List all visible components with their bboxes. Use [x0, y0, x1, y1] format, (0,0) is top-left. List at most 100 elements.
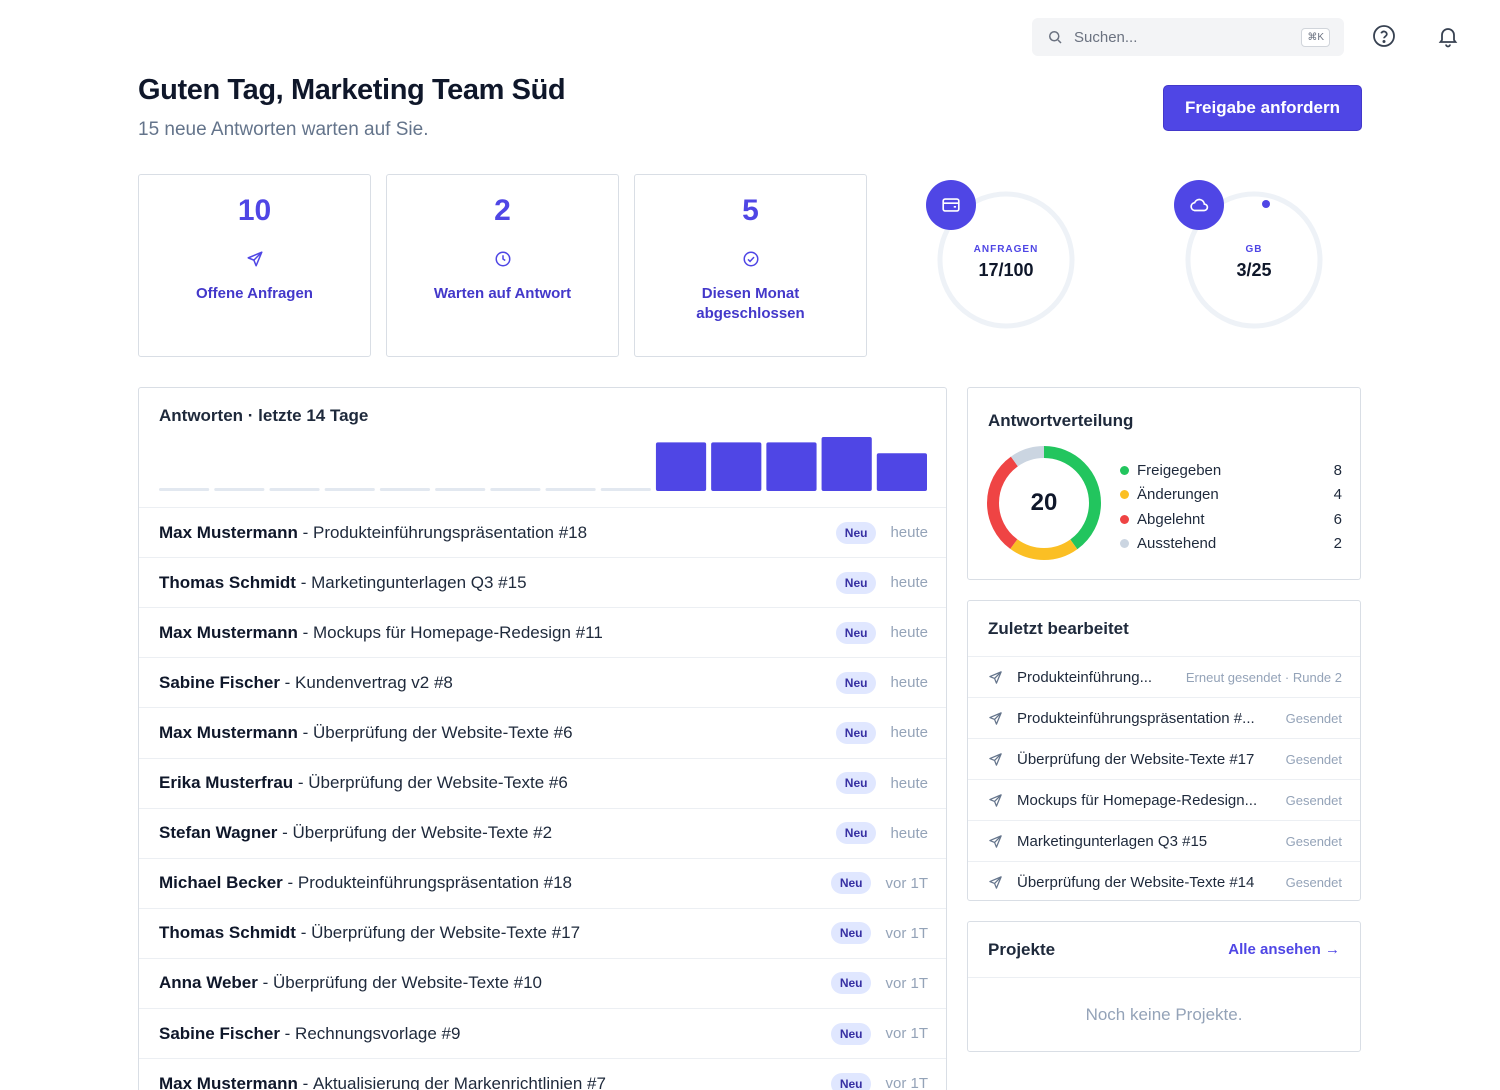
gauge-badge: [926, 180, 976, 230]
bell-icon[interactable]: [1436, 24, 1460, 48]
recent-item-status: Gesendet: [1285, 710, 1342, 726]
response-item: Überprüfung der Website-Texte #10: [272, 973, 542, 993]
response-item: Überprüfung der Website-Texte #2: [292, 823, 553, 843]
search-input[interactable]: [1074, 28, 1302, 46]
bar-8: [545, 488, 596, 491]
distribution-legend: Freigegeben 8 Änderungen 4 Abgelehnt 6 Aussteh…: [1120, 458, 1342, 556]
new-badge: Neu: [830, 872, 872, 895]
projects-empty-state: Noch keine Projekte.: [1085, 1005, 1243, 1024]
view-all-projects-link[interactable]: Alle ansehen →: [1228, 941, 1340, 958]
response-row[interactable]: Max Mustermann - Aktualisierung der Mark…: [139, 1058, 946, 1090]
new-badge: Neu: [835, 822, 877, 845]
paper-plane-icon: [247, 251, 262, 267]
recent-item[interactable]: Überprüfung der Website-Texte #17 Gesende…: [968, 738, 1360, 779]
response-time: heute: [890, 524, 928, 541]
new-badge: Neu: [835, 671, 877, 694]
search-bar[interactable]: ⌘K: [1032, 18, 1344, 56]
response-item: Rechnungsvorlage #9: [295, 1023, 461, 1043]
projects-title: Projekte: [988, 940, 1056, 959]
response-row[interactable]: Erika Musterfrau - Überprüfung der Websi…: [139, 757, 946, 808]
paper-plane-icon: [989, 752, 1002, 766]
distribution-panel: Antwortverteilung 20 Freigegeben 8 Änderun…: [967, 387, 1361, 580]
recent-item[interactable]: Produkteinführung... Erneut gesendet · Ru…: [968, 656, 1360, 697]
response-time: vor 1T: [885, 924, 928, 942]
recent-item[interactable]: Marketingunterlagen Q3 #15 Gesendet: [968, 820, 1360, 861]
response-time: heute: [890, 674, 928, 692]
page-subtitle: 15 neue Antworten warten auf Sie.: [138, 119, 429, 140]
stat-card-completed-this-month[interactable]: 5 Diesen Monat abgeschlossen: [634, 174, 867, 357]
stat-card-open-requests[interactable]: 10 Offene Anfragen: [138, 174, 371, 357]
response-row[interactable]: Michael Becker - Produkteinführungspräse…: [139, 857, 946, 908]
response-row[interactable]: Anna Weber - Überprüfung der Website-Tex…: [139, 957, 946, 1008]
gauge-requests: ANFRAGEN 17/100: [926, 180, 1086, 340]
recent-item-title: Überprüfung der Website-Texte #14: [1017, 873, 1255, 891]
legend-label: Abgelehnt: [1137, 510, 1205, 528]
paper-plane-icon: [989, 834, 1002, 848]
bar-3: [269, 488, 320, 491]
response-item: Überprüfung der Website-Texte #6: [312, 722, 573, 742]
gauge-marker-dot: [1262, 200, 1270, 208]
recent-item-title: Produkteinführungspräsentation #...: [1017, 709, 1255, 727]
response-item: Aktualisierung der Markenrichtlinien #7: [312, 1073, 606, 1090]
bar-2: [214, 488, 265, 491]
response-item: Überprüfung der Website-Texte #6: [308, 773, 568, 792]
response-row[interactable]: Max Mustermann - Überprüfung der Website…: [139, 707, 946, 757]
stat-card-awaiting-response[interactable]: 2 Warten auf Antwort: [386, 174, 619, 357]
clock-icon: [495, 251, 510, 267]
recent-item[interactable]: Produkteinführungspräsentation #... Gesen…: [968, 697, 1360, 738]
response-author: Michael Becker: [159, 873, 283, 893]
bar-10: [655, 442, 707, 491]
new-badge: Neu: [830, 922, 872, 945]
response-author: Max Mustermann: [159, 1073, 298, 1090]
stat-label: Diesen Monat abgeschlossen: [696, 285, 805, 322]
response-separator: -: [282, 873, 298, 893]
new-badge: Neu: [835, 721, 877, 744]
legend-item: Freigegeben 8: [1120, 458, 1342, 483]
check-circle-icon: [743, 251, 758, 267]
stat-value: 10: [237, 194, 272, 227]
legend-count: 4: [1333, 486, 1342, 504]
response-time: vor 1T: [885, 1025, 928, 1042]
projects-panel: Projekte Alle ansehen → Noch keine Proje…: [967, 921, 1361, 1052]
response-row[interactable]: Sabine Fischer - Kundenvertrag v2 #8 Neu h…: [139, 657, 946, 707]
bar-6: [435, 488, 486, 491]
response-item: Marketingunterlagen Q3 #15: [311, 572, 527, 592]
new-badge: Neu: [835, 621, 877, 644]
response-author: Thomas Schmidt: [159, 572, 296, 592]
new-badge: Neu: [830, 1022, 872, 1045]
response-time: vor 1T: [885, 974, 928, 992]
response-row[interactable]: Max Mustermann - Mockups für Homepage-Re…: [139, 607, 946, 657]
response-separator: -: [257, 973, 273, 993]
response-time: vor 1T: [885, 874, 928, 892]
new-badge: Neu: [830, 1072, 872, 1090]
bar-12: [766, 442, 817, 491]
response-author: Thomas Schmidt: [159, 923, 296, 943]
legend-item: Abgelehnt 6: [1120, 507, 1342, 532]
legend-label: Freigegeben: [1137, 461, 1222, 479]
response-item: Produkteinführungspräsentation #18: [297, 873, 572, 893]
recent-item[interactable]: Mockups für Homepage-Redesign... Gesendet: [968, 779, 1360, 820]
response-author: Max Mustermann: [159, 622, 298, 642]
legend-count: 2: [1333, 535, 1342, 553]
response-time: heute: [890, 574, 928, 592]
response-row[interactable]: Thomas Schmidt - Marketingunterlagen Q3 …: [139, 557, 946, 607]
response-separator: -: [277, 823, 293, 843]
recent-item[interactable]: Überprüfung der Website-Texte #14 Gesende…: [968, 861, 1360, 900]
response-time: heute: [890, 824, 928, 842]
divider: [968, 977, 1360, 978]
distribution-donut-chart: [987, 446, 1101, 560]
stat-value: 5: [742, 194, 759, 227]
response-row[interactable]: Max Mustermann - Produkteinführungspräse…: [139, 507, 946, 557]
response-row[interactable]: Stefan Wagner - Überprüfung der Website-…: [139, 807, 946, 858]
legend-dot: [1120, 539, 1129, 549]
request-approval-button[interactable]: Freigabe anfordern: [1164, 86, 1361, 130]
response-row[interactable]: Thomas Schmidt - Überprüfung der Website…: [139, 907, 946, 958]
paper-plane-icon: [989, 711, 1002, 725]
response-row[interactable]: Sabine Fischer - Rechnungsvorlage #9 Neu v…: [139, 1008, 946, 1058]
recently-edited-panel: Zuletzt bearbeitet Produkteinführung... E…: [967, 600, 1361, 901]
new-badge: Neu: [835, 571, 877, 594]
legend-label: Ausstehend: [1137, 535, 1217, 553]
search-icon: [1049, 31, 1062, 44]
question-circle-icon[interactable]: [1372, 24, 1396, 48]
response-item: Mockups für Homepage-Redesign #11: [312, 622, 603, 642]
